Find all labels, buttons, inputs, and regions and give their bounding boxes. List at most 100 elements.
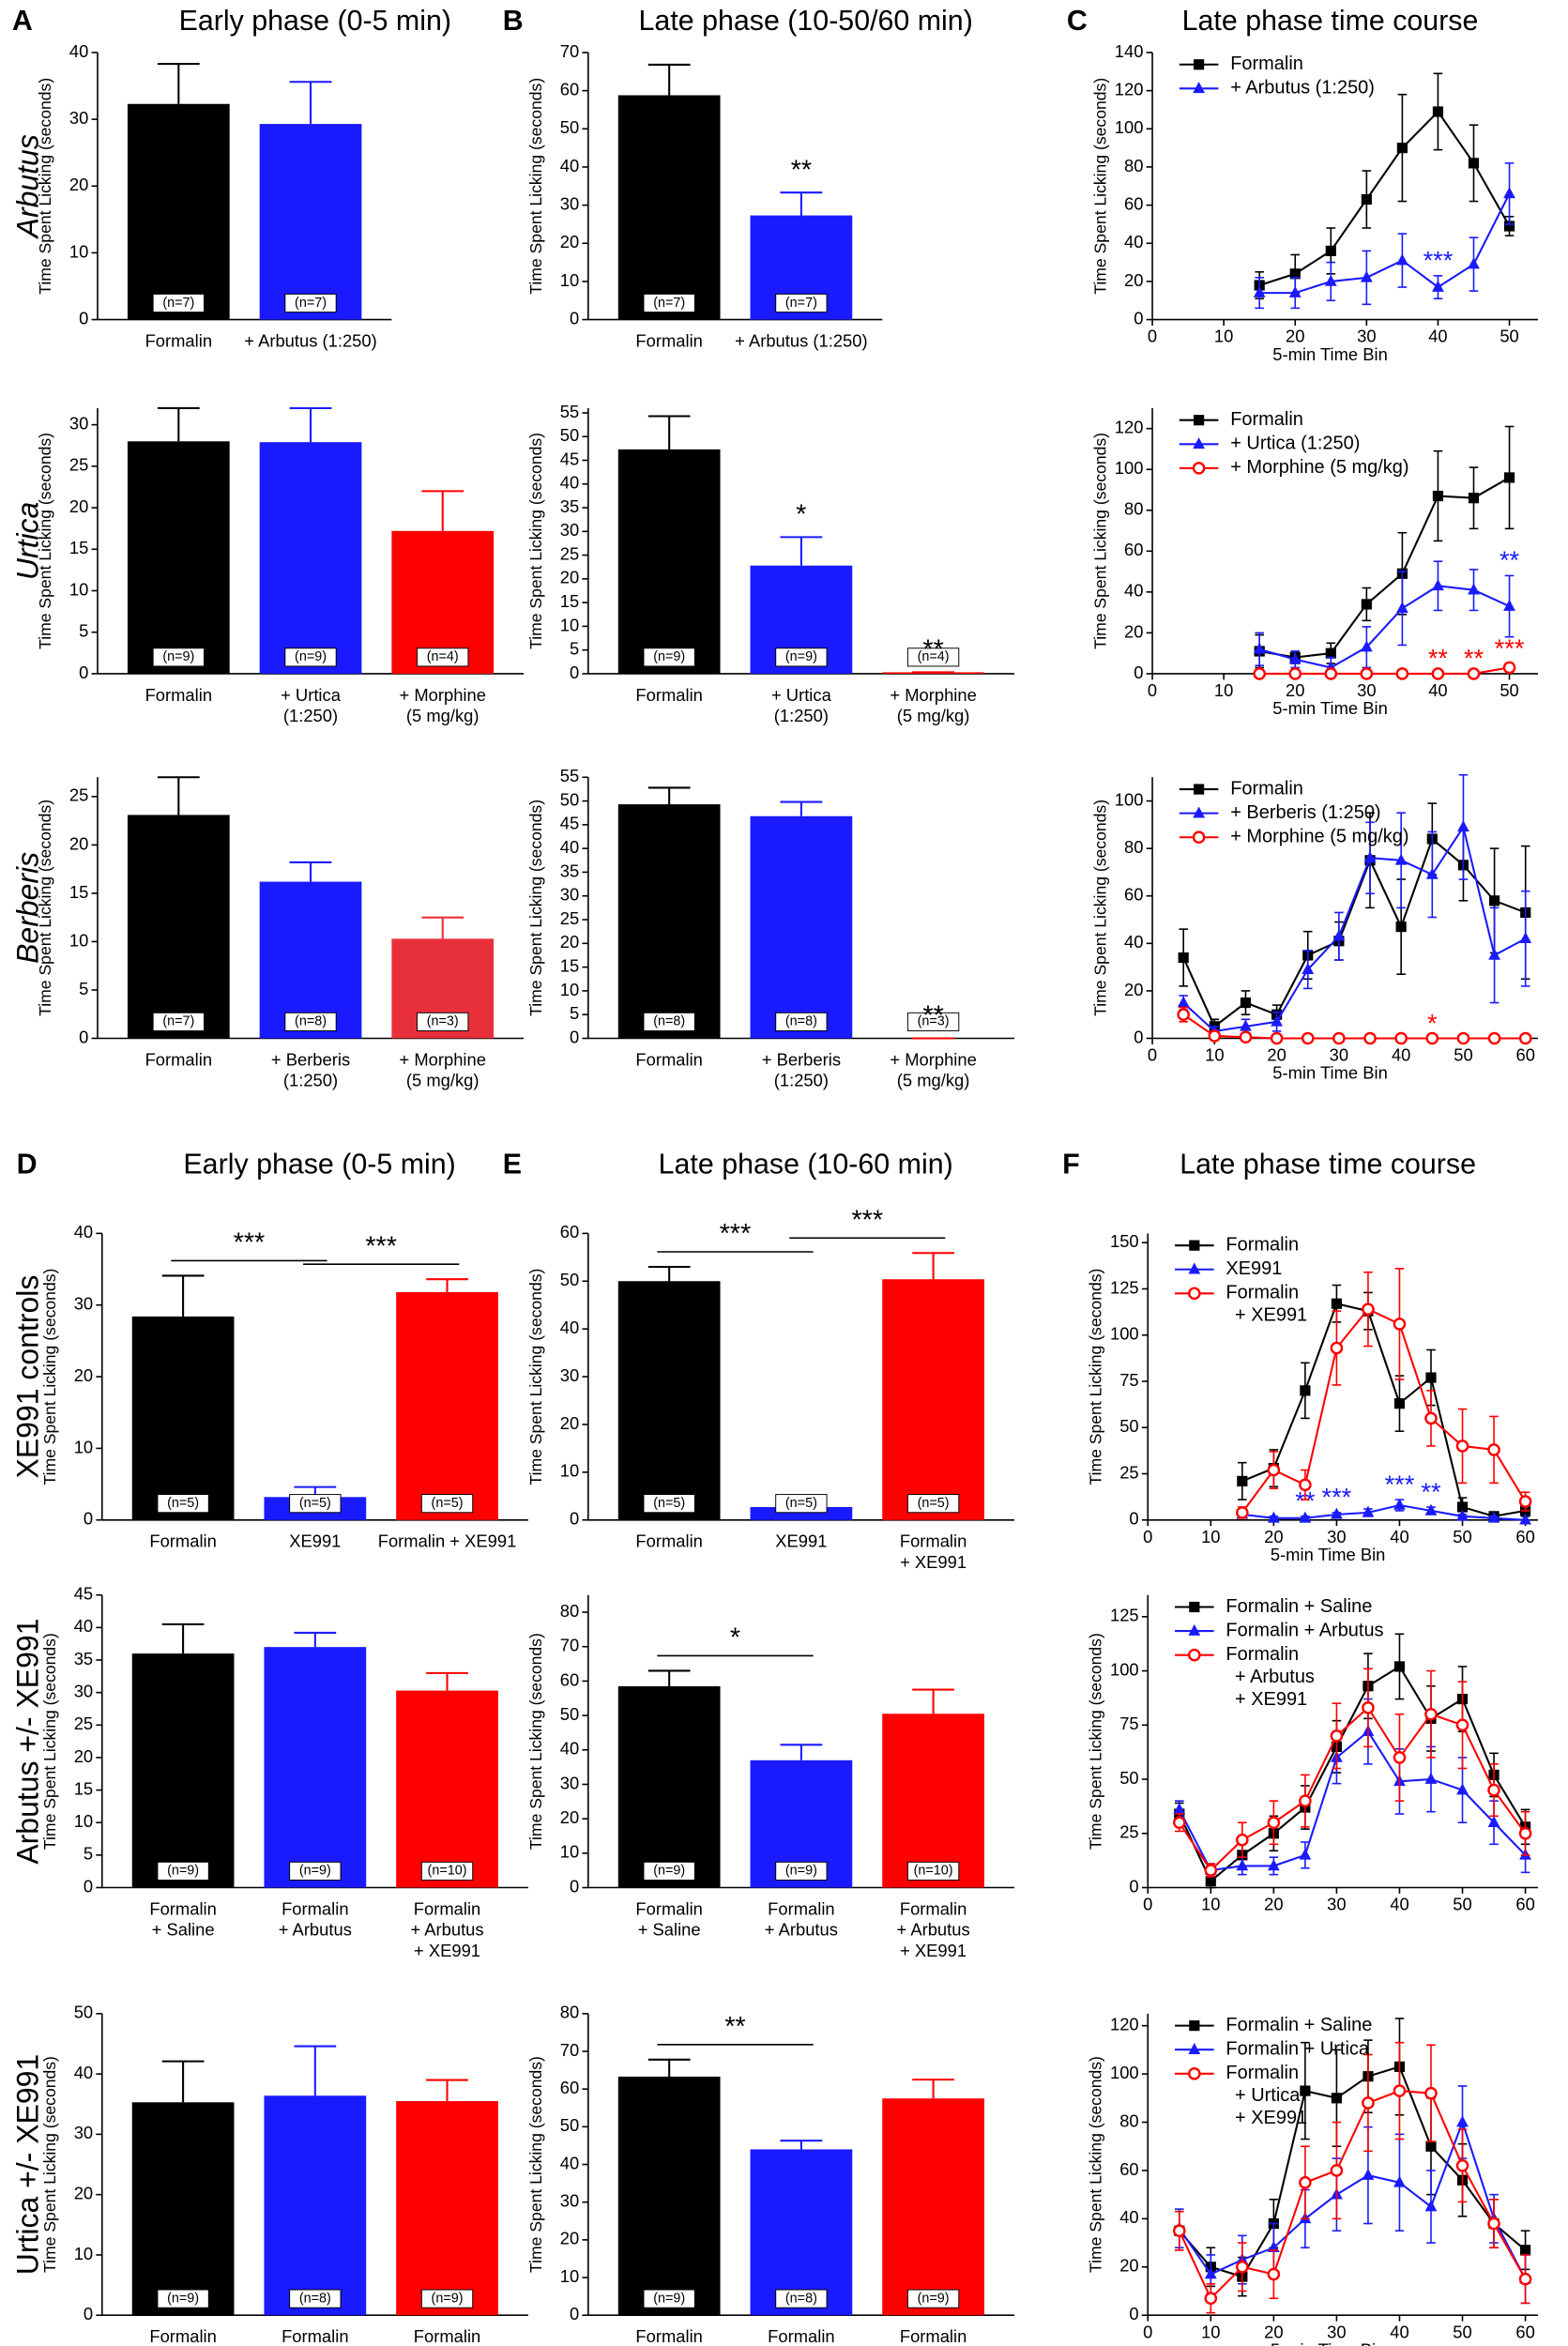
x-tick-label: + Arbutus (1:250) — [244, 330, 376, 350]
y-tick-label: 40 — [1119, 2207, 1138, 2227]
y-tick-label: 60 — [560, 1222, 579, 1242]
x-tick-label: 40 — [1390, 1527, 1408, 1546]
panel-letter: D — [17, 1148, 38, 1180]
y-tick-label: 45 — [74, 1584, 93, 1604]
x-tick-label: (1:250) — [774, 1071, 829, 1090]
n-label: (n=4) — [427, 649, 459, 664]
y-tick-label: 45 — [560, 814, 579, 833]
y-tick-label: 0 — [79, 308, 88, 328]
marker — [1178, 952, 1189, 964]
n-label-box — [643, 293, 695, 313]
bar — [617, 2076, 721, 2316]
x-tick-label: 0 — [1143, 1895, 1152, 1914]
n-label: (n=10) — [914, 1864, 953, 1879]
marker — [1425, 1372, 1437, 1383]
marker — [1325, 647, 1336, 659]
y-tick-label: 0 — [1129, 2304, 1138, 2323]
marker — [1503, 472, 1515, 483]
y-tick-label: 120 — [1115, 79, 1144, 99]
y-tick-label: 20 — [560, 1807, 579, 1827]
marker — [1330, 1729, 1344, 1743]
chart: E Late phase (10-60 min) Time Spent Lickin… — [503, 1148, 1014, 1572]
n-label-box — [289, 1494, 342, 1514]
marker — [1394, 1031, 1408, 1045]
marker — [1301, 1031, 1315, 1045]
marker — [1188, 2043, 1201, 2054]
legend-label: + XE991 — [1235, 1689, 1307, 1710]
y-axis-label: Time Spent Licking (seconds) — [40, 1633, 59, 1850]
marker — [1455, 2159, 1469, 2172]
y-tick-label: 55 — [560, 766, 579, 785]
n-label-box — [643, 1494, 695, 1514]
marker — [1188, 1623, 1201, 1636]
legend-label: + XE991 — [1235, 2108, 1307, 2128]
x-tick-label: 30 — [1357, 327, 1376, 346]
n-label-box — [417, 647, 469, 667]
marker — [1299, 1511, 1312, 1523]
n-label: (n=5) — [299, 1496, 331, 1511]
marker — [1362, 1505, 1375, 1517]
marker — [1519, 932, 1532, 944]
marker — [1424, 1707, 1438, 1721]
error-bar — [157, 776, 200, 815]
x-tick-label: 20 — [1264, 1527, 1283, 1546]
bracket-label: *** — [365, 1231, 397, 1261]
x-tick-label: Formalin — [768, 1898, 834, 1918]
x-tick-label: XE991 — [775, 1531, 827, 1551]
marker — [1396, 143, 1408, 154]
y-tick-label: 50 — [74, 2003, 93, 2022]
y-tick-label: 0 — [570, 663, 579, 682]
y-tick-label: 50 — [560, 1704, 579, 1724]
marker — [1173, 1803, 1186, 1815]
x-axis-label: 5-min Time Bin — [1272, 344, 1388, 364]
y-tick-label: 40 — [560, 2153, 579, 2172]
n-label: (n=9) — [167, 2291, 199, 2306]
x-tick-label: Formalin — [635, 2326, 702, 2346]
marker — [1503, 599, 1515, 611]
x-tick-label: 0 — [1148, 327, 1157, 346]
x-tick-label: 10 — [1201, 1895, 1220, 1914]
line — [1241, 1503, 1526, 1521]
n-label: (n=9) — [785, 1864, 817, 1879]
y-tick-label: 0 — [570, 1509, 579, 1529]
x-tick-label: 20 — [1286, 680, 1304, 700]
marker — [1236, 1859, 1249, 1871]
y-axis-label: Time Spent Licking (seconds) — [526, 1269, 545, 1485]
error-bar — [157, 406, 200, 442]
marker — [1362, 2096, 1375, 2110]
n-label-box — [775, 2289, 828, 2308]
x-tick-label: 10 — [1214, 327, 1233, 346]
x-tick-label: + Berberis — [762, 1049, 841, 1069]
bar — [882, 2098, 984, 2316]
n-label: (n=7) — [162, 296, 194, 311]
significance: * — [796, 500, 806, 530]
y-tick-label: 0 — [570, 1027, 579, 1046]
marker — [1519, 2245, 1531, 2256]
marker — [1518, 1031, 1532, 1045]
legend-label: Formalin — [1225, 1644, 1299, 1665]
marker — [1503, 187, 1515, 199]
n-label: (n=8) — [295, 1014, 327, 1029]
panel-letter: A — [12, 5, 33, 37]
marker — [1455, 1718, 1469, 1732]
marker — [1192, 830, 1206, 845]
y-tick-label: 30 — [74, 2123, 93, 2142]
error-bar — [161, 2060, 205, 2103]
n-label-box — [157, 1494, 209, 1514]
marker — [1204, 2292, 1218, 2306]
error-bar — [426, 1278, 468, 1292]
legend-label: Formalin — [1225, 1283, 1299, 1303]
y-tick-label: 25 — [1119, 1462, 1138, 1482]
marker — [1324, 274, 1337, 286]
marker — [1431, 667, 1445, 680]
y-tick-label: 50 — [560, 117, 579, 137]
n-label-box — [643, 647, 695, 667]
marker — [1361, 193, 1372, 206]
y-tick-label: 70 — [560, 1636, 579, 1655]
marker — [1205, 1875, 1216, 1887]
marker — [1488, 948, 1500, 960]
marker — [1189, 1240, 1200, 1251]
marker — [1503, 221, 1515, 232]
marker — [1204, 1864, 1218, 1877]
